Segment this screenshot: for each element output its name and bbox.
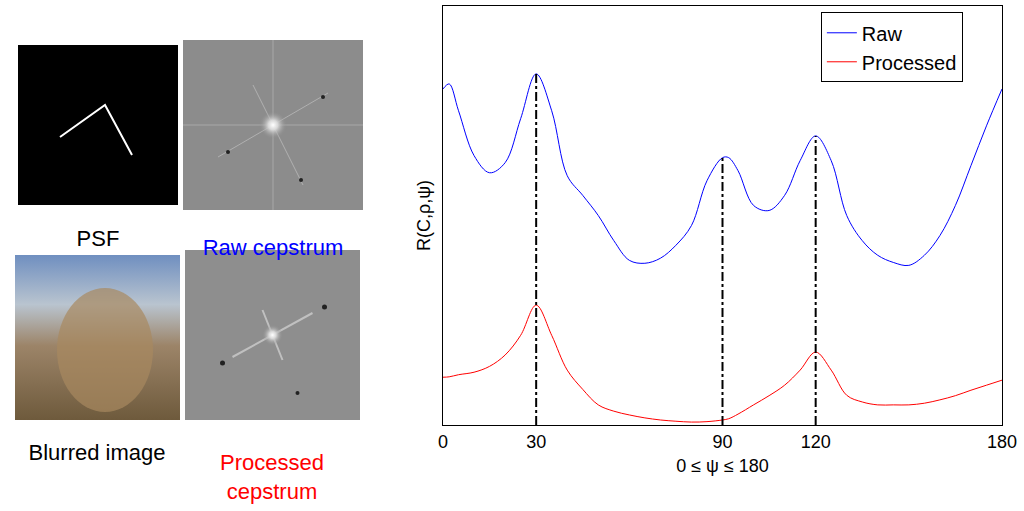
svg-text:30: 30 bbox=[526, 432, 546, 452]
svg-text:cepstrum: cepstrum bbox=[227, 479, 317, 504]
svg-text:Raw: Raw bbox=[862, 23, 903, 45]
svg-text:Raw cepstrum: Raw cepstrum bbox=[203, 235, 344, 260]
svg-text:Blurred image: Blurred image bbox=[29, 440, 166, 465]
svg-text:Processed: Processed bbox=[862, 52, 957, 74]
svg-text:120: 120 bbox=[801, 432, 831, 452]
svg-text:90: 90 bbox=[712, 432, 732, 452]
svg-text:R(C,ρ,ψ): R(C,ρ,ψ) bbox=[414, 180, 434, 251]
svg-text:Processed: Processed bbox=[220, 450, 324, 475]
svg-text:180: 180 bbox=[987, 432, 1017, 452]
svg-text:0 ≤ ψ ≤ 180: 0 ≤ ψ ≤ 180 bbox=[676, 456, 769, 476]
svg-text:0: 0 bbox=[438, 432, 448, 452]
svg-text:PSF: PSF bbox=[77, 226, 120, 251]
